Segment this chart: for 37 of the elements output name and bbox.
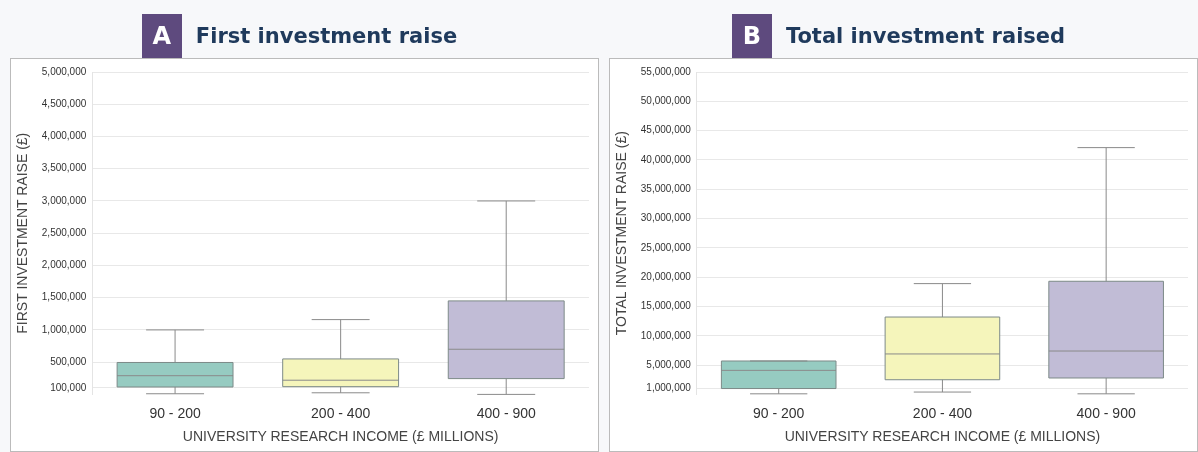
x-tick-label: 400 - 900 <box>1076 404 1136 421</box>
y-axis-title: FIRST INVESTMENT RAISE (£) <box>14 132 31 334</box>
y-axis-title: TOTAL INVESTMENT RAISE (£) <box>613 131 630 336</box>
chart-title: First investment raise <box>195 24 458 50</box>
y-tick-label: 30,000,000 <box>640 212 692 224</box>
y-tick-label: 1,500,000 <box>41 291 87 303</box>
y-tick-label: 20,000,000 <box>640 270 692 282</box>
y-tick-label: 100,000 <box>50 381 87 393</box>
y-tick-label: 10,000,000 <box>640 329 692 341</box>
y-tick-label: 50,000,000 <box>640 95 692 107</box>
y-tick-label: 45,000,000 <box>640 124 692 136</box>
x-tick-label: 400 - 900 <box>476 404 536 421</box>
x-tick-label: 90 - 200 <box>753 404 805 421</box>
y-tick-label: 2,500,000 <box>41 226 87 238</box>
y-tick-label: 55,000,000 <box>640 65 692 77</box>
text: A <box>141 14 182 58</box>
text: B <box>731 14 772 58</box>
y-tick-label: 35,000,000 <box>640 182 692 194</box>
y-tick-label: 1,000,000 <box>646 382 692 394</box>
x-axis-title: UNIVERSITY RESEARCH INCOME (£ MILLIONS) <box>784 428 1101 445</box>
x-tick-label: 200 - 400 <box>311 404 371 421</box>
y-tick-label: 15,000,000 <box>640 300 692 312</box>
y-tick-label: 25,000,000 <box>640 241 692 253</box>
y-tick-label: 3,500,000 <box>41 162 87 174</box>
x-tick-label: 200 - 400 <box>912 404 973 421</box>
y-tick-label: 4,500,000 <box>41 97 87 109</box>
y-tick-label: 500,000 <box>50 355 87 367</box>
y-tick-label: 5,000,000 <box>646 358 692 370</box>
y-tick-label: 1,000,000 <box>41 323 87 335</box>
x-axis-title: UNIVERSITY RESEARCH INCOME (£ MILLIONS) <box>182 428 499 445</box>
chart-title: Total investment raised <box>785 24 1066 50</box>
y-tick-label: 40,000,000 <box>640 153 692 165</box>
x-tick-label: 90 - 200 <box>149 404 201 421</box>
y-tick-label: 5,000,000 <box>41 65 87 77</box>
y-tick-label: 4,000,000 <box>41 130 87 142</box>
y-tick-label: 2,000,000 <box>41 259 87 271</box>
y-tick-label: 3,000,000 <box>41 194 87 206</box>
